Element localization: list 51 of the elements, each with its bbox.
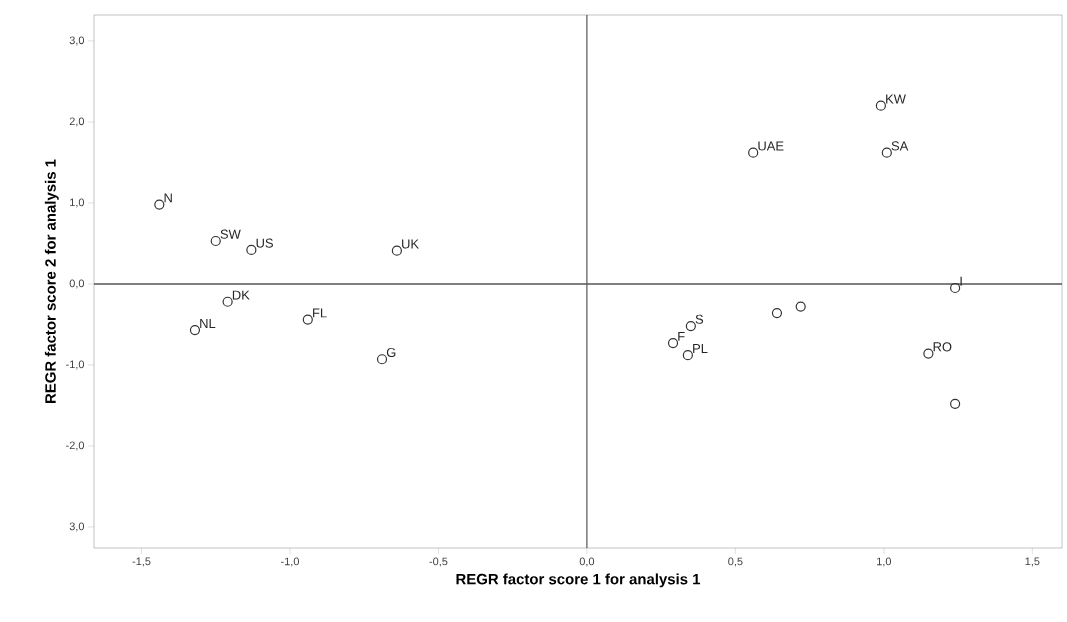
y-tick-label: -2,0 xyxy=(66,441,85,451)
point xyxy=(771,307,783,319)
annotation: US xyxy=(256,238,273,248)
annotation: FL xyxy=(313,308,327,318)
annotation: S xyxy=(695,314,704,324)
x-axis-title: REGR factor score 1 for analysis 1 xyxy=(456,573,701,588)
x-tick-label: 1,0 xyxy=(877,557,892,567)
point xyxy=(685,320,696,332)
annotation: DK xyxy=(232,290,250,300)
y-tick-label: 1,0 xyxy=(70,198,85,208)
point xyxy=(189,325,201,336)
point xyxy=(950,282,961,294)
x-tick-label: 1,5 xyxy=(1025,557,1040,567)
point xyxy=(154,199,165,210)
y-tick-label: 3,0 xyxy=(69,522,85,532)
y-axis-title: REGR factor score 2 for analysis 1 xyxy=(44,159,59,404)
y-tick-label: 2,0 xyxy=(69,117,85,127)
point xyxy=(222,296,233,307)
x-tick-label: -0,5 xyxy=(429,557,448,567)
point xyxy=(246,244,257,256)
annotation: F xyxy=(678,331,685,341)
point xyxy=(210,235,221,247)
y-tick-label: 3,0 xyxy=(69,36,85,46)
annotation: SA xyxy=(891,141,909,151)
y-tick-label: 0,0 xyxy=(69,279,85,289)
x-tick-label: 0,5 xyxy=(728,557,743,567)
point xyxy=(302,314,313,325)
annotation: PL xyxy=(693,344,708,354)
annotation: NL xyxy=(200,318,216,328)
annotation: G xyxy=(386,347,396,358)
annotation: RO xyxy=(933,342,952,352)
annotation: N xyxy=(164,193,172,203)
point xyxy=(391,245,402,256)
point xyxy=(667,337,679,349)
point xyxy=(376,354,388,365)
point xyxy=(875,100,886,111)
point xyxy=(950,398,961,409)
point xyxy=(748,147,759,158)
point xyxy=(881,147,892,158)
x-tick-label: 0,0 xyxy=(579,557,595,567)
point xyxy=(795,301,806,312)
annotation: UAE xyxy=(758,141,784,151)
annotation: KW xyxy=(886,94,906,104)
point xyxy=(682,350,693,361)
annotation: I xyxy=(960,276,962,286)
x-tick-label: -1,0 xyxy=(281,557,299,567)
annotation: UK xyxy=(402,239,419,249)
annotation: SW xyxy=(220,229,241,239)
x-tick-label: -1,5 xyxy=(132,557,151,567)
point xyxy=(923,348,934,359)
y-tick-label: -1,0 xyxy=(66,360,85,370)
